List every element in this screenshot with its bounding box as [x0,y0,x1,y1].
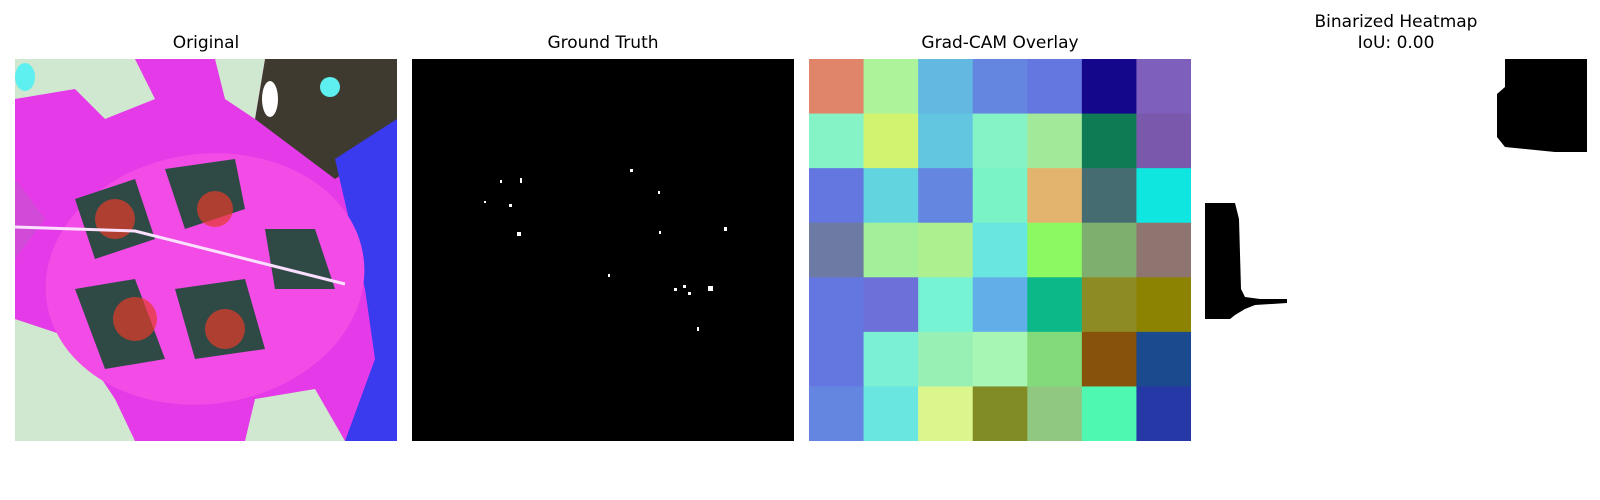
gradcam-cell [918,331,974,387]
gradcam-cell [918,59,974,115]
panel-title-gradcam: Grad-CAM Overlay [921,33,1079,53]
gradcam-cell [1136,386,1191,441]
ground-truth-speckles [412,59,794,441]
gradcam-cell [863,59,919,115]
gradcam-overlay [809,59,1191,441]
original-image [15,59,397,441]
gradcam-cell [863,113,919,169]
gradcam-cell [1027,331,1083,387]
gradcam-cell [809,59,865,115]
gradcam-cell [809,113,865,169]
gradcam-cell [1136,222,1191,278]
gradcam-cell [972,277,1028,333]
panel-title-binarized: Binarized Heatmap [1314,12,1478,32]
gradcam-cell [1027,222,1083,278]
panel-title-original: Original [172,33,240,53]
original-leaf-image [15,59,397,441]
gradcam-cell [809,331,865,387]
gradcam-cell [1136,59,1191,115]
gradcam-cell [1027,168,1083,224]
binarized-heatmap [1205,59,1587,441]
gradcam-cell [1136,277,1191,333]
gradcam-cell [1081,222,1137,278]
gradcam-cell [972,113,1028,169]
gradcam-cell [809,222,865,278]
gradcam-cell [863,386,919,441]
binarized-heatmap-image [1205,59,1587,441]
panel-title-ground-truth: Ground Truth [547,33,659,53]
gradcam-cell [1027,113,1083,169]
gradcam-cell [1136,113,1191,169]
gradcam-cell [972,59,1028,115]
gradcam-cell [863,222,919,278]
gradcam-cell [1081,113,1137,169]
gradcam-cell [918,168,974,224]
gradcam-cell [1081,386,1137,441]
gradcam-cell [863,168,919,224]
gradcam-cell [972,331,1028,387]
gradcam-grid [809,59,1191,441]
gradcam-cell [918,113,974,169]
gradcam-cell [1136,331,1191,387]
gradcam-cell [809,168,865,224]
panel-subtitle-iou: IoU: 0.00 [1357,33,1435,53]
gradcam-cell [918,222,974,278]
gradcam-cell [809,386,865,441]
gradcam-cell [1081,59,1137,115]
gradcam-cell [863,331,919,387]
gradcam-cell [918,386,974,441]
gradcam-cell [918,277,974,333]
ground-truth-mask [412,59,794,441]
gradcam-cell [809,277,865,333]
gradcam-cell [863,277,919,333]
gradcam-cell [1136,168,1191,224]
gradcam-cell [1027,277,1083,333]
gradcam-cell [972,386,1028,441]
gradcam-cell [1027,386,1083,441]
gradcam-cell [972,168,1028,224]
gradcam-cell [1081,168,1137,224]
gradcam-cell [1081,331,1137,387]
gradcam-cell [1081,277,1137,333]
gradcam-cell [972,222,1028,278]
gradcam-cell [1027,59,1083,115]
